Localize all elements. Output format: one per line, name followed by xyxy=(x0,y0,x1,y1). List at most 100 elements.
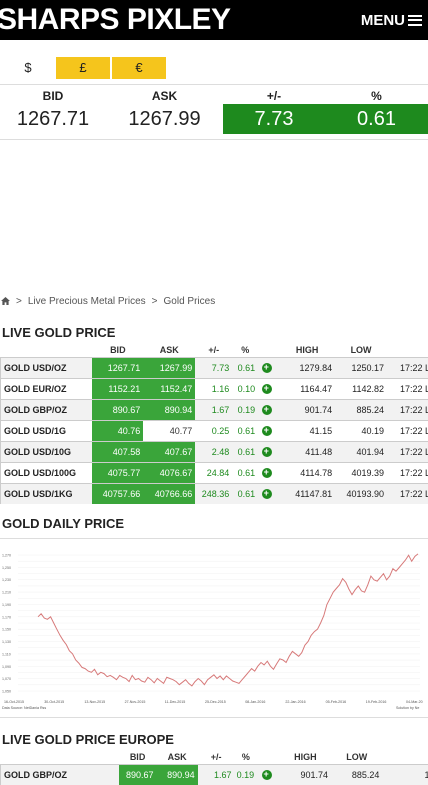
row-pct: 0.61 xyxy=(232,441,258,462)
row-name[interactable]: GOLD GBP/OZ xyxy=(1,764,119,785)
y-tick-label: 1,070 xyxy=(2,677,11,681)
row-low: 401.94 xyxy=(335,441,387,462)
table-row[interactable]: GOLD GBP/OZ890.67890.941.670.19901.74885… xyxy=(1,764,428,785)
ticker-change: 7.73 xyxy=(223,104,325,134)
home-icon[interactable] xyxy=(1,297,10,305)
eu-col-change: +/- xyxy=(198,750,235,764)
row-change: 1.67 xyxy=(195,399,232,420)
row-name[interactable]: GOLD USD/1KG xyxy=(1,483,93,504)
row-time: 17:22 LO xyxy=(387,357,428,378)
row-low: 1250.17 xyxy=(335,357,387,378)
row-ask: 407.67 xyxy=(143,441,195,462)
row-name[interactable]: GOLD GBP/OZ xyxy=(1,399,93,420)
row-ask: 890.94 xyxy=(157,764,198,785)
row-ask: 890.94 xyxy=(143,399,195,420)
row-bid: 890.67 xyxy=(119,764,157,785)
menu-button[interactable]: MENU xyxy=(361,12,422,29)
row-low: 885.24 xyxy=(335,399,387,420)
table-row[interactable]: GOLD USD/1G40.7640.770.250.6141.1540.191… xyxy=(1,420,428,441)
up-arrow-icon xyxy=(262,426,272,436)
breadcrumb-link-precious-metals[interactable]: Live Precious Metal Prices xyxy=(28,296,146,307)
ticker-bid: 1267.71 xyxy=(0,104,106,134)
up-arrow-icon xyxy=(262,405,272,415)
ticker-pct: 0.61 xyxy=(325,104,428,134)
row-low: 885.24 xyxy=(331,764,382,785)
col-bid: BID xyxy=(92,343,143,357)
col-pct: % xyxy=(232,343,258,357)
ticker-header-ask: ASK xyxy=(106,89,223,104)
currency-usd-button[interactable]: $ xyxy=(0,57,56,79)
col-high: HIGH xyxy=(279,343,335,357)
row-low: 40.19 xyxy=(335,420,387,441)
y-tick-label: 1,250 xyxy=(2,566,11,570)
row-change: 248.36 xyxy=(195,483,232,504)
daily-price-title: GOLD DAILY PRICE xyxy=(2,516,428,534)
x-tick-label: 04-Mar-20 xyxy=(406,700,423,704)
table-row[interactable]: GOLD USD/1KG40757.6640766.66248.360.6141… xyxy=(1,483,428,504)
x-tick-label: 16-Oct-2015 xyxy=(4,700,24,704)
row-time: 17:22 LO xyxy=(387,399,428,420)
currency-eur-button[interactable]: € xyxy=(112,57,166,79)
row-bid: 407.58 xyxy=(92,441,143,462)
eu-col-ask: ASK xyxy=(157,750,198,764)
row-ask: 4076.67 xyxy=(143,462,195,483)
row-name[interactable]: GOLD USD/OZ xyxy=(1,357,93,378)
row-name[interactable]: GOLD EUR/OZ xyxy=(1,378,93,399)
table-row[interactable]: GOLD USD/10G407.58407.672.480.61411.4840… xyxy=(1,441,428,462)
up-arrow-icon xyxy=(262,468,272,478)
row-low: 4019.39 xyxy=(335,462,387,483)
y-tick-label: 1,130 xyxy=(2,640,11,644)
row-high: 1164.47 xyxy=(279,378,335,399)
eu-col-pct: % xyxy=(235,750,258,764)
ticker-header-bid: BID xyxy=(0,89,106,104)
row-name[interactable]: GOLD USD/100G xyxy=(1,462,93,483)
row-change: 0.25 xyxy=(195,420,232,441)
breadcrumb: > Live Precious Metal Prices > Gold Pric… xyxy=(0,291,428,311)
hamburger-icon xyxy=(408,15,422,26)
site-logo[interactable]: SHARPS PIXLEY xyxy=(0,3,231,37)
table-row[interactable]: GOLD GBP/OZ890.67890.941.670.19901.74885… xyxy=(1,399,428,420)
up-arrow-icon xyxy=(262,489,272,499)
row-change: 2.48 xyxy=(195,441,232,462)
y-tick-label: 1,090 xyxy=(2,665,11,669)
row-high: 41147.81 xyxy=(279,483,335,504)
row-name[interactable]: GOLD USD/1G xyxy=(1,420,93,441)
row-ask: 1267.99 xyxy=(143,357,195,378)
row-high: 901.74 xyxy=(279,399,335,420)
eu-col-low: LOW xyxy=(331,750,382,764)
table-row[interactable]: GOLD USD/OZ1267.711267.997.730.611279.84… xyxy=(1,357,428,378)
x-tick-label: 19-Feb-2016 xyxy=(366,700,387,704)
row-pct: 0.19 xyxy=(235,764,258,785)
y-tick-label: 1,210 xyxy=(2,591,11,595)
gold-daily-chart-svg: 1,2701,2501,2301,2101,1901,1701,1501,130… xyxy=(0,539,428,719)
y-tick-label: 1,230 xyxy=(2,578,11,582)
table-row[interactable]: GOLD USD/100G4075.774076.6724.840.614114… xyxy=(1,462,428,483)
row-time: 17:22 LO xyxy=(387,483,428,504)
row-low: 1142.82 xyxy=(335,378,387,399)
chart-source: Data Source: NetDania Rss xyxy=(2,706,46,710)
up-arrow-icon xyxy=(262,384,272,394)
eu-col-bid: BID xyxy=(119,750,157,764)
live-gold-title: LIVE GOLD PRICE xyxy=(2,325,428,343)
col-change: +/- xyxy=(195,343,232,357)
row-bid: 1152.21 xyxy=(92,378,143,399)
row-name[interactable]: GOLD USD/10G xyxy=(1,441,93,462)
x-tick-label: 13-Nov-2015 xyxy=(84,700,105,704)
currency-gbp-button[interactable]: £ xyxy=(56,57,110,79)
row-ask: 40.77 xyxy=(143,420,195,441)
eu-col-high: HIGH xyxy=(280,750,331,764)
row-time: 17:22 LO xyxy=(387,441,428,462)
y-tick-label: 1,150 xyxy=(2,628,11,632)
y-tick-label: 1,110 xyxy=(2,652,11,656)
x-tick-label: 25-Dec-2015 xyxy=(205,700,226,704)
chart-credit: Solution by Ne xyxy=(396,706,419,710)
x-tick-label: 08-Jan-2016 xyxy=(245,700,265,704)
row-low: 40193.90 xyxy=(335,483,387,504)
row-bid: 890.67 xyxy=(92,399,143,420)
table-row[interactable]: GOLD EUR/OZ1152.211152.471.160.101164.47… xyxy=(1,378,428,399)
row-bid: 4075.77 xyxy=(92,462,143,483)
x-tick-label: 27-Nov-2015 xyxy=(125,700,146,704)
y-tick-label: 1,270 xyxy=(2,554,11,558)
